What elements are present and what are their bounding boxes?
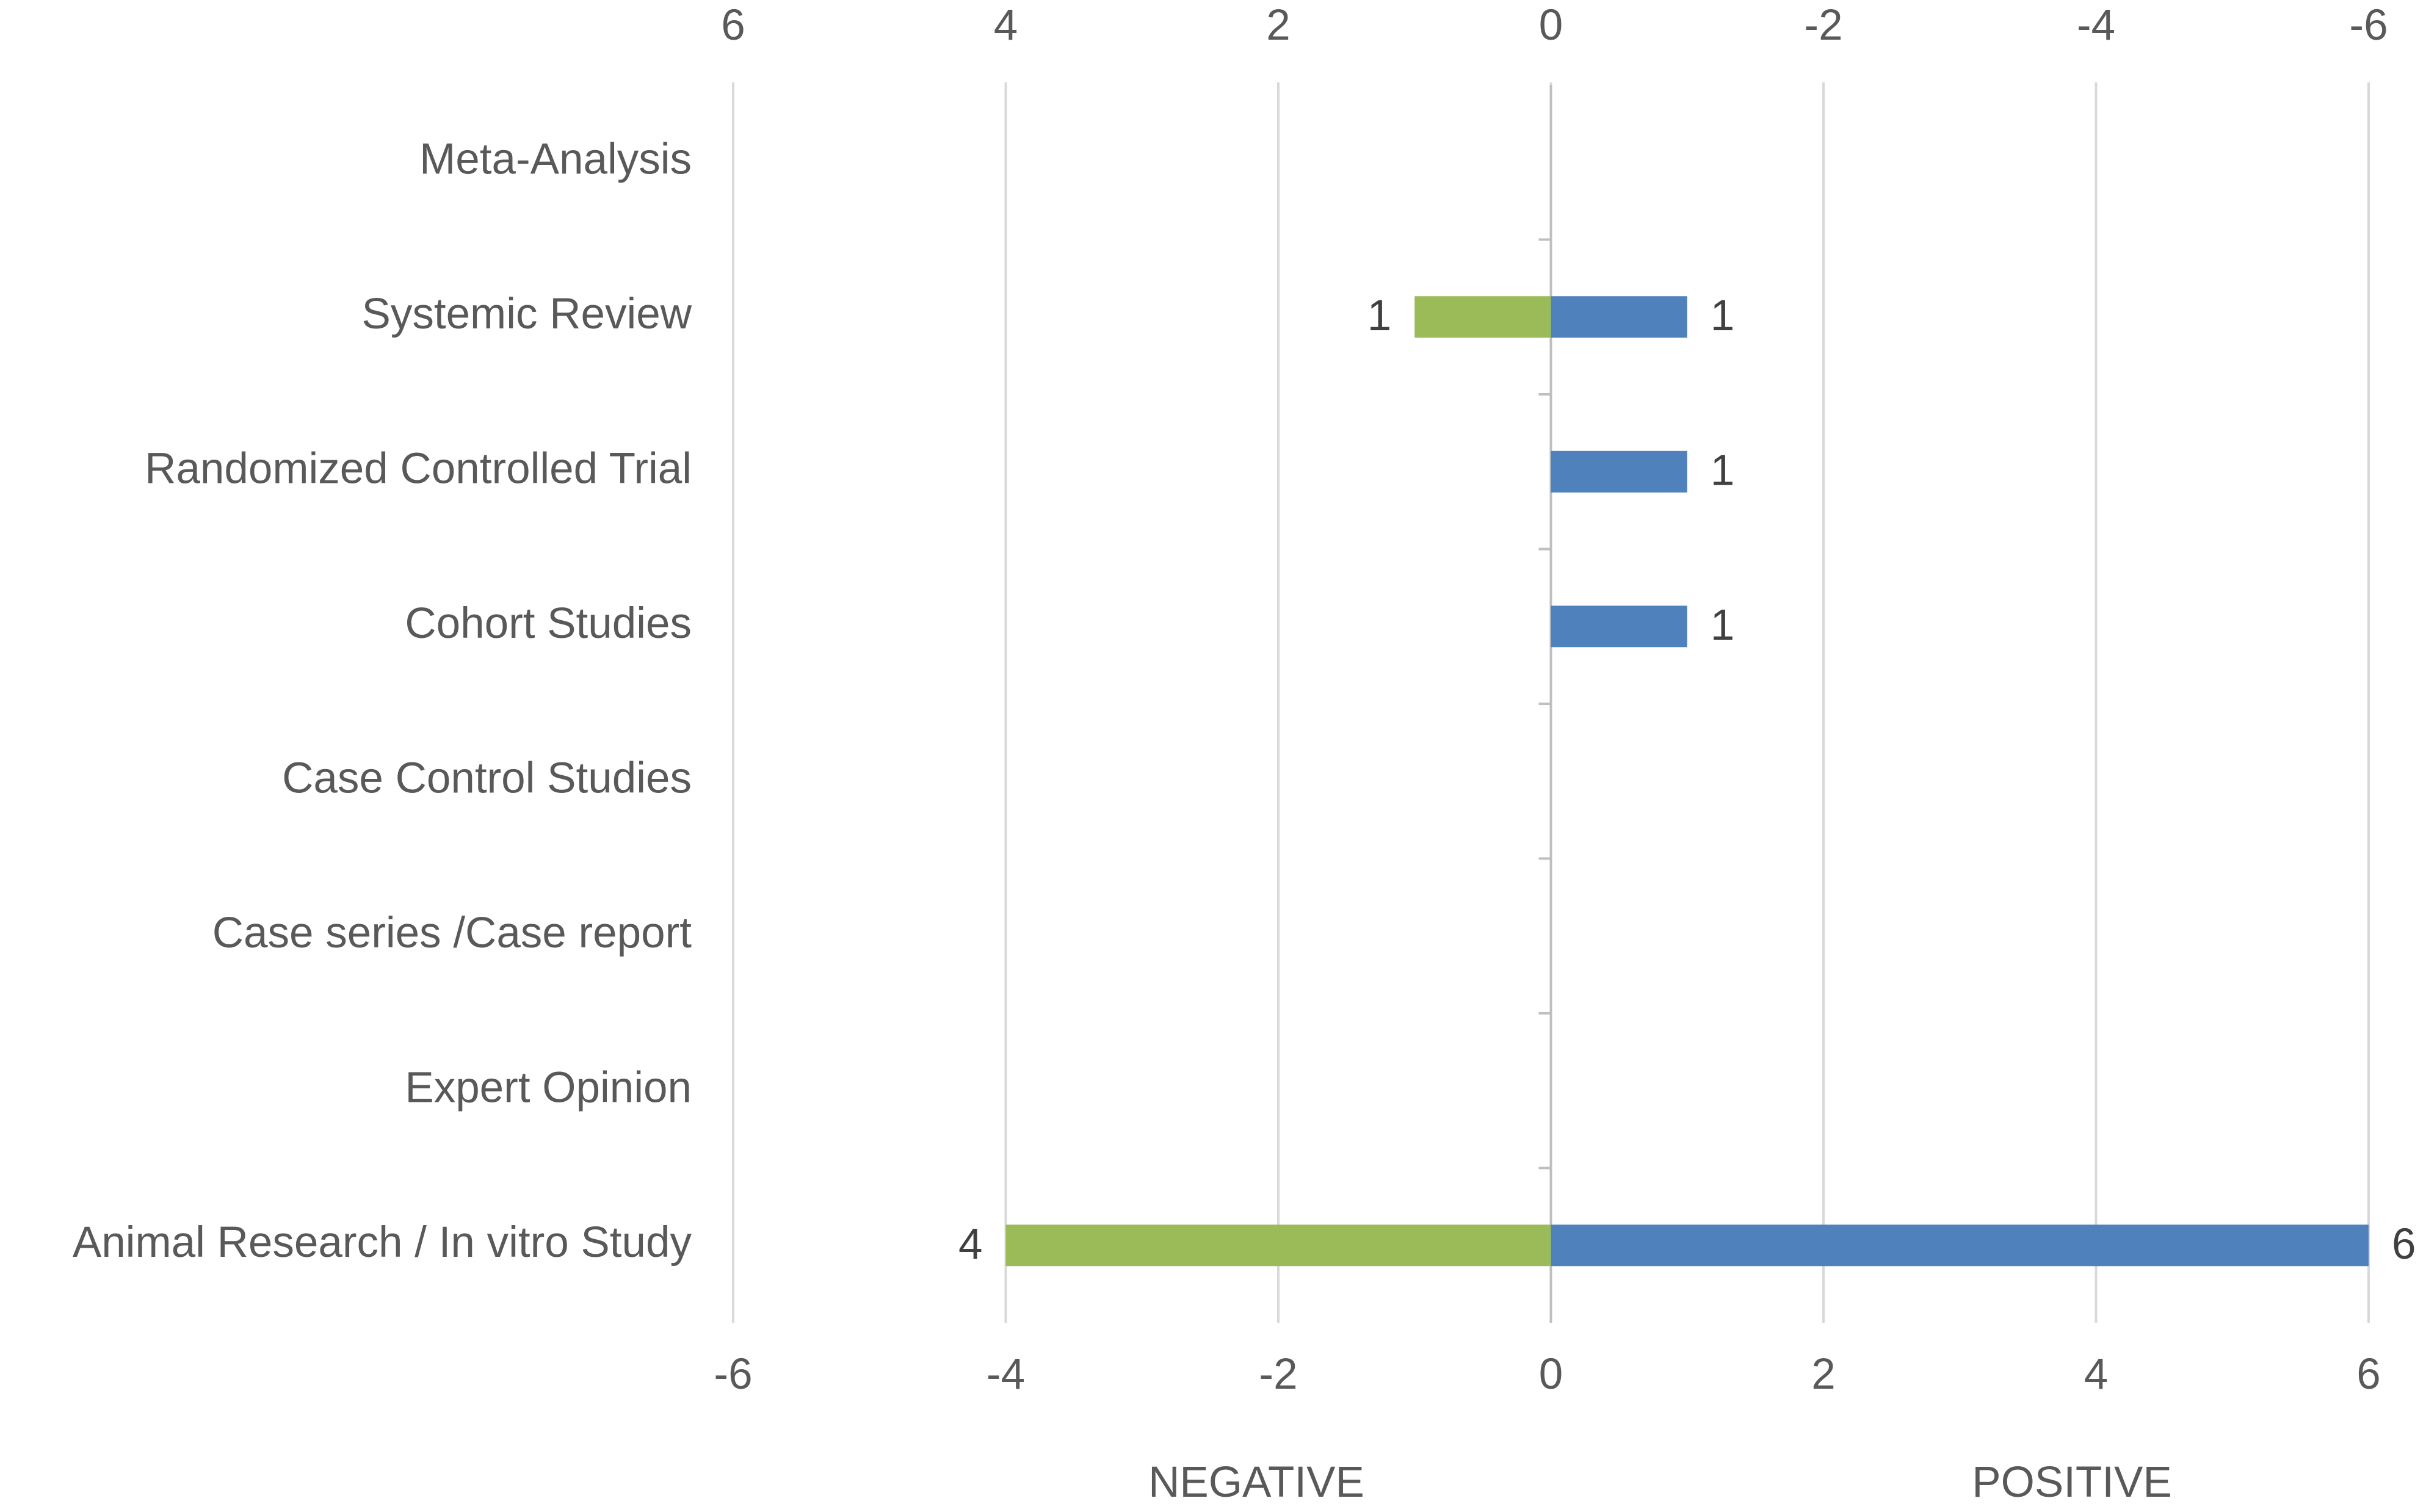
- category-label: Animal Research / In vitro Study: [73, 1218, 692, 1267]
- category-label: Case series /Case report: [212, 909, 692, 957]
- bar: [1005, 1224, 1551, 1267]
- data-label: 1: [1711, 601, 1735, 649]
- category-label: Meta-Analysis: [419, 136, 692, 184]
- x2-tick-label: 6: [721, 1, 745, 49]
- bar: [1551, 296, 1687, 338]
- x-tick-label: 2: [1811, 1350, 1836, 1398]
- x2-tick-label: 2: [1266, 1, 1291, 49]
- x-tick-label: -4: [987, 1350, 1025, 1398]
- x-axis-title: NEGATIVE: [1148, 1458, 1364, 1507]
- bar: [1551, 606, 1687, 648]
- data-label: 1: [1711, 447, 1735, 495]
- bar: [1551, 450, 1687, 493]
- x2-tick-label: 4: [994, 1, 1018, 49]
- x-tick-label: 4: [2084, 1350, 2109, 1398]
- x2-tick-label: -2: [1804, 1, 1842, 49]
- data-label: 4: [958, 1220, 983, 1268]
- x-axis-title: POSITIVE: [1972, 1458, 2171, 1507]
- x-tick-label: -6: [714, 1350, 752, 1398]
- x-tick-label: 6: [2356, 1350, 2381, 1398]
- x2-tick-label: -4: [2077, 1, 2115, 49]
- category-label: Cohort Studies: [405, 599, 692, 648]
- x-tick-label: -2: [1259, 1350, 1297, 1398]
- category-label: Expert Opinion: [405, 1064, 692, 1112]
- category-label: Case Control Studies: [282, 754, 692, 803]
- x2-tick-label: -6: [2349, 1, 2388, 49]
- category-label: Systemic Review: [361, 290, 692, 338]
- data-label: 1: [1711, 292, 1735, 340]
- data-label: 6: [2392, 1220, 2416, 1268]
- category-label: Randomized Controlled Trial: [145, 445, 692, 493]
- x-tick-label: 0: [1539, 1350, 1563, 1398]
- bar: [1551, 1224, 2369, 1267]
- bar: [1414, 296, 1551, 338]
- x2-tick-label: 0: [1539, 1, 1563, 49]
- data-label: 1: [1367, 292, 1392, 340]
